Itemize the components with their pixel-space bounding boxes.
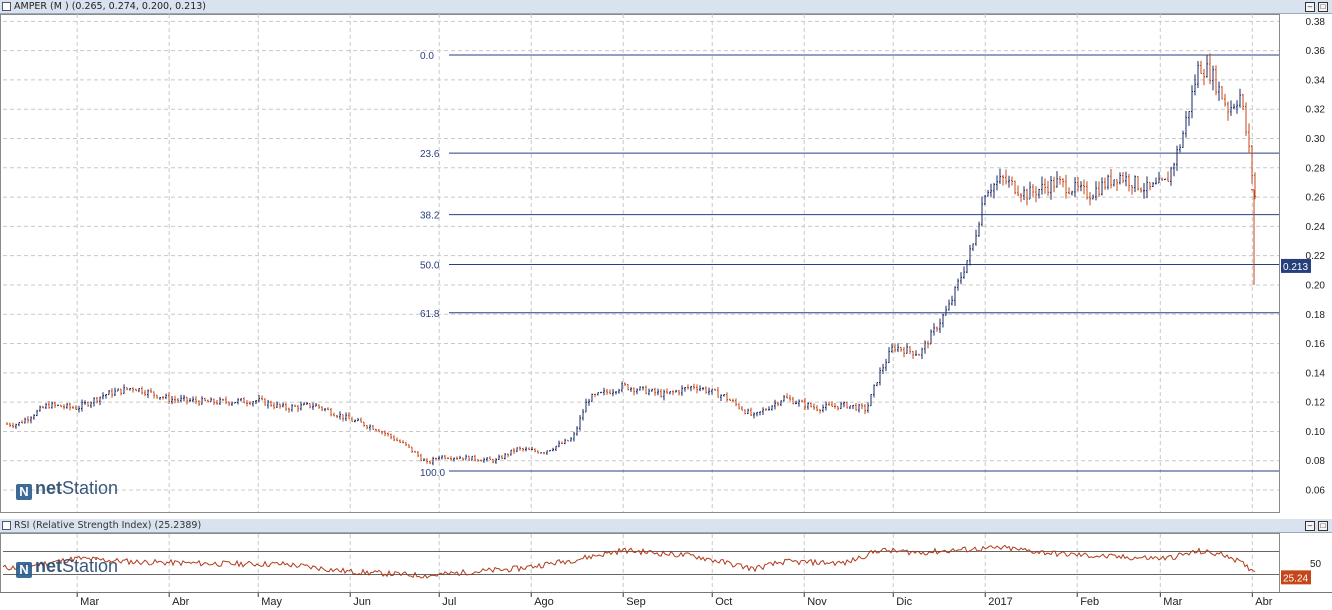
price-grid [0,14,1280,513]
y-tick-label: 0.24 [1306,222,1326,233]
netstation-logo-icon: N [16,484,32,500]
y-tick-label: 0.18 [1306,310,1326,321]
price-plot-frame [0,14,1280,513]
y-tick-label: 0.20 [1306,280,1326,291]
y-tick-label: 0.28 [1306,163,1326,174]
y-tick-label: 0.08 [1306,456,1326,467]
maximize-button[interactable]: □ [1318,2,1328,12]
y-tick-label: 0.34 [1306,75,1326,86]
y-tick-label: 0.06 [1306,486,1326,497]
price-panel-title: AMPER (M ) (0.265, 0.274, 0.200, 0.213) [14,1,207,12]
x-tick-label: May [261,596,282,608]
fib-label: 23.6 [420,149,440,160]
x-tick-label: Abr [1255,596,1272,608]
x-tick-label: Dic [896,596,912,608]
price-bars [6,53,1256,466]
fib-label: 0.0 [420,51,434,62]
rsi-panel-header: RSI (Relative Strength Index) (25.2389) … [0,519,1332,533]
rsi-line [2,544,1256,579]
x-tick-label: Oct [715,596,732,608]
last-price-tag [1281,258,1311,273]
panel-menu-icon[interactable] [2,521,11,530]
last-price-label: 0.213 [1283,262,1308,273]
x-tick-label: Mar [80,596,99,608]
x-tick-label: Jul [442,596,456,608]
fib-label: 100.0 [420,468,445,479]
x-tick-label: Nov [807,596,827,608]
y-tick-label: 0.10 [1306,427,1326,438]
rsi-series [2,544,1256,579]
rsi-last-label: 25.24 [1283,573,1308,584]
x-tick-label: Ago [534,596,554,608]
fib-label: 38.2 [420,211,440,222]
y-tick-label: 0.14 [1306,368,1326,379]
maximize-button[interactable]: □ [1318,521,1328,531]
y-tick-label: 0.16 [1306,339,1326,350]
y-tick-label: 0.12 [1306,398,1326,409]
price-panel-header: AMPER (M ) (0.265, 0.274, 0.200, 0.213) … [0,0,1332,14]
fib-label: 50.0 [420,260,440,271]
y-tick-label: 0.30 [1306,134,1326,145]
netstation-logo-icon: N [16,562,32,578]
rsi-y-tick-label: 50 [1310,559,1322,570]
x-tick-label: 2017 [988,596,1012,608]
x-tick-label: Abr [172,596,189,608]
rsi-panel-title: RSI (Relative Strength Index) (25.2389) [14,520,202,531]
panel-menu-icon[interactable] [2,2,11,11]
rsi-last-tag [1281,570,1311,585]
y-tick-label: 0.26 [1306,193,1326,204]
minimize-button[interactable]: – [1305,2,1315,12]
y-tick-label: 0.38 [1306,17,1326,28]
fibonacci-retracement: 0.0 23.6 38.2 50.0 61.8 100.0 [420,51,1279,479]
axes: 0.38 0.36 0.34 0.32 0.30 0.28 0.26 0.24 0.22 0.20… [0,17,1332,608]
y-tick-label: 0.32 [1306,105,1326,116]
x-tick-label: Feb [1080,596,1099,608]
x-tick-label: Sep [626,596,646,608]
y-tick-label: 0.22 [1306,251,1326,262]
x-tick-label: Jun [353,596,371,608]
fib-label: 61.8 [420,309,440,320]
y-tick-label: 0.36 [1306,46,1326,57]
x-tick-label: Mar [1163,596,1182,608]
minimize-button[interactable]: – [1305,521,1315,531]
